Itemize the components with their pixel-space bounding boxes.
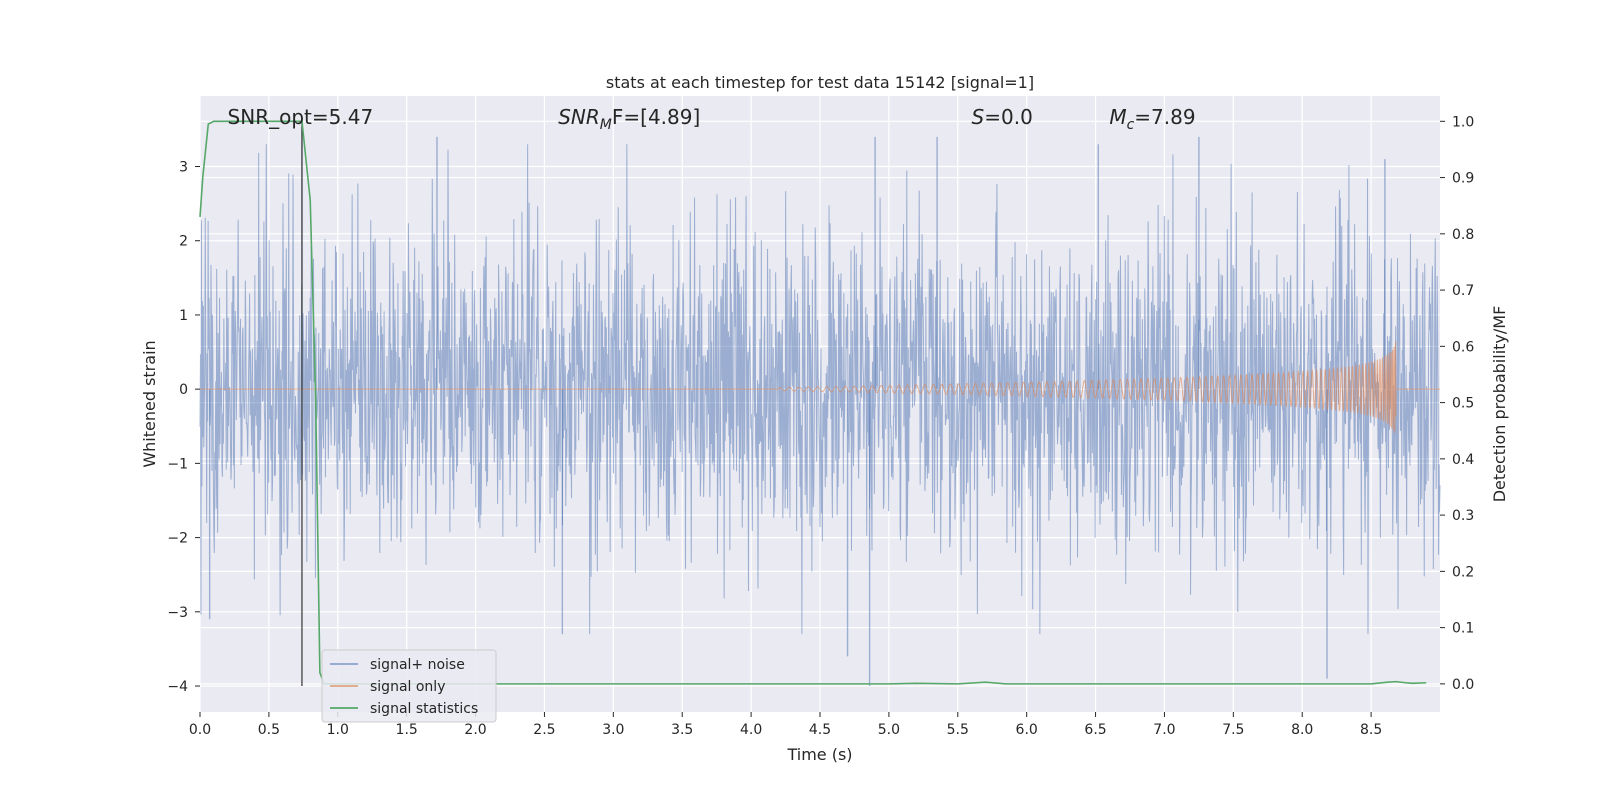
yr-tick-label-1: 0.1 (1452, 621, 1474, 637)
legend-label-2: signal statistics (370, 701, 478, 717)
y-tick-label-3: −1 (167, 456, 188, 472)
yr-tick-label-5: 0.5 (1452, 396, 1474, 412)
x-tick-label-4: 2.0 (464, 722, 486, 738)
annotation-1: SNRMF=[4.89] (558, 105, 700, 133)
x-tick-label-9: 4.5 (809, 722, 831, 738)
annotations: SNR_opt=5.47 SNRMF=[4.89] S=0.0 Mc=7.89 (228, 105, 1196, 133)
series-signal-noise (199, 144, 1441, 635)
chart-title: stats at each timestep for test data 151… (606, 73, 1034, 92)
x-tick-label-17: 8.5 (1360, 722, 1382, 738)
yr-tick-label-8: 0.8 (1452, 227, 1474, 243)
legend-label-0: signal+ noise (370, 657, 465, 673)
legend-label-1: signal only (370, 679, 445, 695)
y-tick-label-1: −3 (167, 605, 188, 621)
x-tick-label-12: 6.0 (1016, 722, 1038, 738)
y-axis-right: 0.0 0.1 0.2 0.3 0.4 0.5 0.6 0.7 0.8 0.9 1.0 (1440, 114, 1474, 693)
series-signal-only (200, 341, 1440, 434)
y-tick-label-7: 3 (179, 160, 188, 176)
x-tick-label-5: 2.5 (533, 722, 555, 738)
x-tick-label-11: 5.5 (947, 722, 969, 738)
y-tick-label-2: −2 (167, 531, 188, 547)
y-tick-label-4: 0 (179, 382, 188, 398)
x-tick-label-14: 7.0 (1153, 722, 1175, 738)
x-tick-label-2: 1.0 (327, 722, 349, 738)
yr-tick-label-4: 0.4 (1452, 452, 1474, 468)
x-tick-label-1: 0.5 (258, 722, 280, 738)
yr-tick-label-2: 0.2 (1452, 564, 1474, 580)
x-axis-label: Time (s) (786, 745, 852, 764)
x-tick-label-3: 1.5 (396, 722, 418, 738)
y-tick-label-6: 2 (179, 234, 188, 250)
x-tick-label-0: 0.0 (189, 722, 211, 738)
x-tick-label-8: 4.0 (740, 722, 762, 738)
x-tick-label-6: 3.0 (602, 722, 624, 738)
yr-tick-label-10: 1.0 (1452, 114, 1474, 130)
yr-tick-label-9: 0.9 (1452, 171, 1474, 187)
legend-box (321, 649, 497, 723)
x-tick-label-10: 5.0 (878, 722, 900, 738)
y-axis-left: −4 −3 −2 −1 0 1 2 3 (167, 160, 200, 695)
annotation-0: SNR_opt=5.47 (228, 105, 374, 129)
x-axis: 0.0 0.5 1.0 1.5 2.0 2.5 3.0 3.5 4.0 4.5 5.0 5.5 6.0 6… (189, 712, 1382, 738)
x-tick-label-13: 6.5 (1084, 722, 1106, 738)
y-axis-right-label: Detection probability/MF (1490, 306, 1509, 503)
annotation-3: Mc=7.89 (1109, 105, 1195, 133)
y-tick-label-5: 1 (179, 308, 188, 324)
y-tick-label-0: −4 (167, 679, 188, 695)
yr-tick-label-0: 0.0 (1452, 677, 1474, 693)
y-axis-label: Whitened strain (140, 340, 159, 467)
x-tick-label-15: 7.5 (1222, 722, 1244, 738)
x-tick-label-16: 8.0 (1291, 722, 1313, 738)
x-tick-label-7: 3.5 (671, 722, 693, 738)
yr-tick-label-3: 0.3 (1452, 508, 1474, 524)
legend: signal+ noise signal only signal statistic… (321, 649, 497, 723)
yr-tick-label-7: 0.7 (1452, 283, 1474, 299)
annotation-2: S=0.0 (972, 105, 1033, 129)
yr-tick-label-6: 0.6 (1452, 339, 1474, 355)
